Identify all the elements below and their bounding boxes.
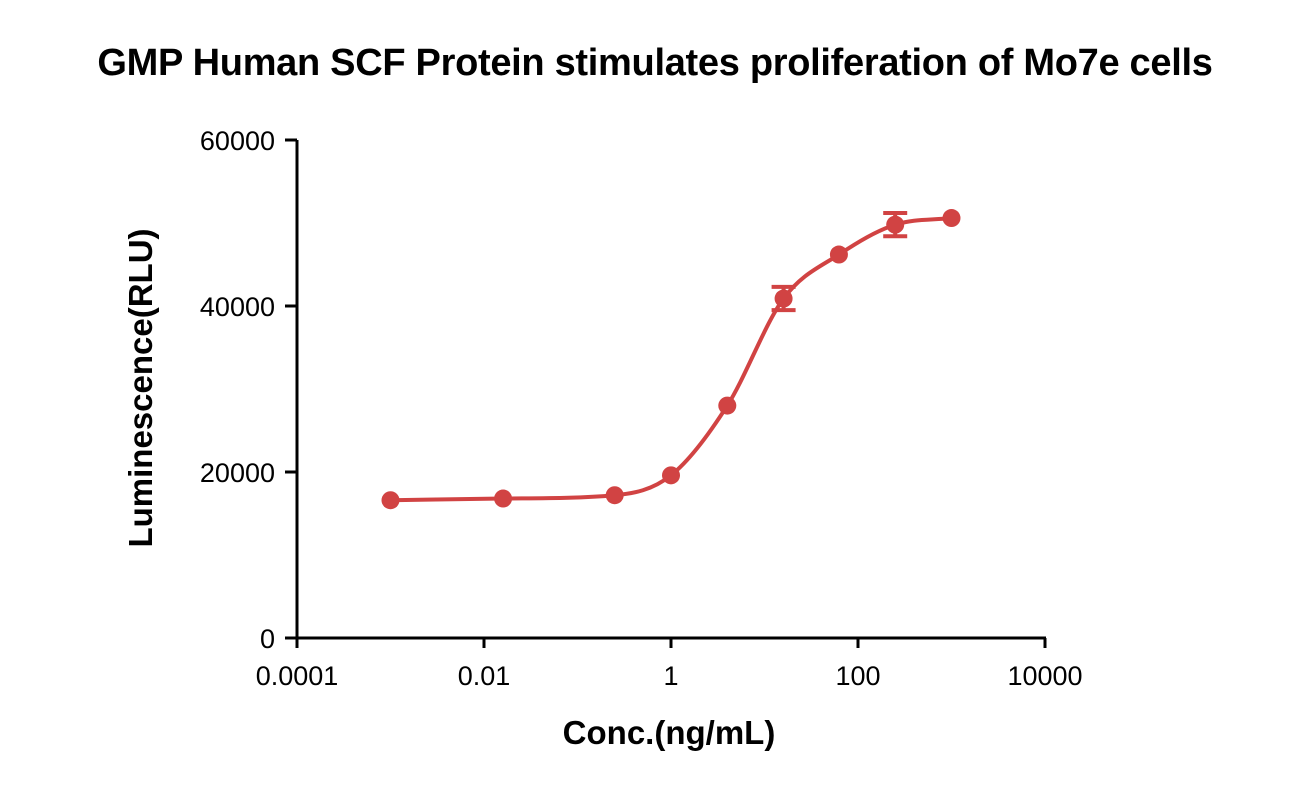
data-point <box>886 215 905 234</box>
y-tick-label: 60000 <box>200 126 275 156</box>
data-point <box>829 245 848 264</box>
data-point <box>494 489 513 508</box>
y-tick-label: 40000 <box>200 292 275 322</box>
axes <box>295 140 1046 640</box>
axis-ticks: 0.0001 0.01 1 100 10000 0 20000 40000 60000 <box>200 126 1083 691</box>
data-point <box>605 486 624 505</box>
data-point <box>942 209 961 228</box>
y-tick-label: 0 <box>260 624 275 654</box>
data-point <box>381 491 400 510</box>
y-tick-label: 20000 <box>200 458 275 488</box>
data-point <box>718 396 737 415</box>
x-tick-label: 1 <box>663 661 678 691</box>
x-tick-label: 10000 <box>1007 661 1082 691</box>
x-tick-label: 100 <box>835 661 880 691</box>
data-point <box>662 466 680 485</box>
x-axis-label: Conc.(ng/mL) <box>563 714 776 751</box>
y-axis-label: Luminescence(RLU) <box>122 228 159 547</box>
x-tick-label: 0.01 <box>458 661 511 691</box>
data-point <box>774 289 793 308</box>
data-points <box>381 209 961 510</box>
fit-curve <box>390 216 952 503</box>
fit-curve-layer <box>390 216 952 503</box>
x-tick-label: 0.0001 <box>256 661 339 691</box>
chart-title: GMP Human SCF Protein stimulates prolife… <box>97 42 1213 84</box>
